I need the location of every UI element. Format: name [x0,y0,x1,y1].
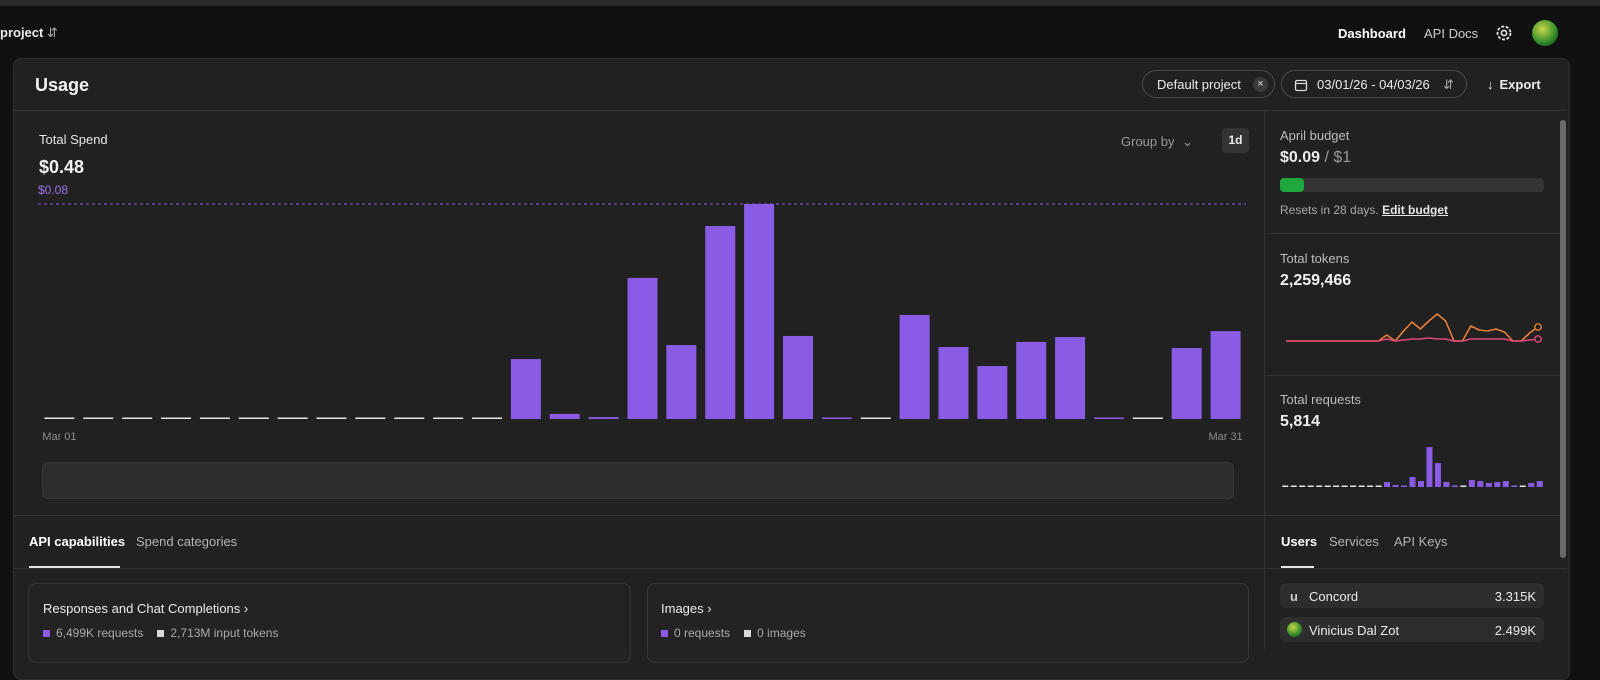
export-text: Export [1499,77,1541,92]
user-initial: u [1290,589,1298,604]
budget-limit: $1 [1333,149,1352,166]
capability-card[interactable] [647,583,1249,663]
updown-icon: ⇵ [1443,77,1454,92]
nav-link[interactable]: Dashboard [1338,26,1406,41]
group-by[interactable]: Group by ⌄ [1121,134,1193,150]
user-avatar[interactable] [1532,20,1558,46]
capability-card[interactable] [28,583,631,663]
user-name: Vinicius Dal Zot [1309,623,1400,638]
calendar-icon [1294,79,1308,92]
tab[interactable]: API capabilities [29,534,126,549]
budget-note: Resets in 28 days. Edit budget [1280,203,1448,217]
divider [14,110,1567,111]
tab-underline [1281,566,1314,568]
export-button[interactable]: ↓ Export [1487,77,1541,92]
budget-fill [1280,178,1304,192]
card-stats: 6,499K requests 2,713M input tokens [43,626,278,640]
project-filter[interactable]: Default project × [1142,70,1275,98]
browser-strip [0,0,1600,6]
user-value: 3.315K [1494,589,1536,604]
user-row[interactable]: Vinicius Dal Zot 2.499K [1280,617,1544,642]
divider [1264,110,1265,649]
budget-spent: $0.09 [1280,149,1321,166]
user-row[interactable]: u Concord 3.315K [1280,583,1544,608]
page-title: Usage [35,75,90,95]
budget-track [1280,178,1544,192]
user-avatar [1287,622,1302,637]
card-stat: 0 requests [674,626,731,640]
interval-text: 1d [1228,133,1243,147]
chart-subtitle: 5,814 [1280,413,1321,430]
date-text: 03/01/26 - 04/03/26 [1317,77,1430,92]
gear-hub [1500,29,1508,37]
interval-toggle[interactable]: 1d [1222,128,1249,153]
card-title-text: Responses and Chat Completions [43,601,241,616]
divider [14,515,1567,516]
project-switcher[interactable]: project ⇵ [0,25,58,41]
download-icon: ↓ [1487,77,1494,92]
edit-budget-link[interactable]: Edit budget [1382,203,1449,217]
user-value: 2.499K [1494,623,1536,638]
card-title: Images › [661,601,712,616]
card-title: Responses and Chat Completions › [43,601,249,616]
tab[interactable]: Services [1329,534,1379,549]
budget-separator: / [1324,149,1329,166]
chart-title: Total Spend [39,132,108,147]
range-brush[interactable] [42,462,1234,499]
chart-title: Total requests [1280,392,1361,407]
divider [1265,375,1560,376]
legend-swatch [661,630,668,638]
divider [1265,233,1560,234]
filter-text: Default project [1157,77,1241,92]
nav-link[interactable]: API Docs [1424,26,1479,41]
card-stat: 0 images [757,626,806,640]
budget-amount: $0.09 / $1 [1280,149,1351,167]
date-range[interactable]: 03/01/26 - 04/03/26 ⇵ [1281,70,1467,98]
gear [1496,25,1512,41]
legend-swatch [744,630,752,638]
legend-swatch [157,630,165,638]
reset-text: Resets in 28 days. [1280,203,1379,217]
chart-subtitle: $0.48 [39,157,85,177]
legend-swatch [43,630,50,638]
settings-icon[interactable] [1494,23,1514,43]
tab[interactable]: Spend categories [136,534,238,549]
card-stat: 2,713M input tokens [170,626,279,640]
clear-icon[interactable]: × [1253,77,1268,92]
card-stats: 0 requests 0 images [661,626,806,640]
divider [14,568,1567,569]
tab[interactable]: Users [1281,534,1318,549]
tab[interactable]: API Keys [1394,534,1448,549]
card-stat: 6,499K requests [56,626,144,640]
project-name: project [0,25,44,40]
card-title-text: Images [661,601,704,616]
scrollbar[interactable] [1560,120,1566,558]
chart-subtitle: 2,259,466 [1280,272,1352,289]
budget-label: April budget [1280,128,1350,143]
group-by-text: Group by [1121,134,1175,149]
tab-underline [29,566,120,568]
chart-title: Total tokens [1280,251,1350,266]
chevron: ⌄ [1182,134,1194,149]
updown-icon: ⇵ [46,25,58,40]
user-name: Concord [1309,589,1359,604]
